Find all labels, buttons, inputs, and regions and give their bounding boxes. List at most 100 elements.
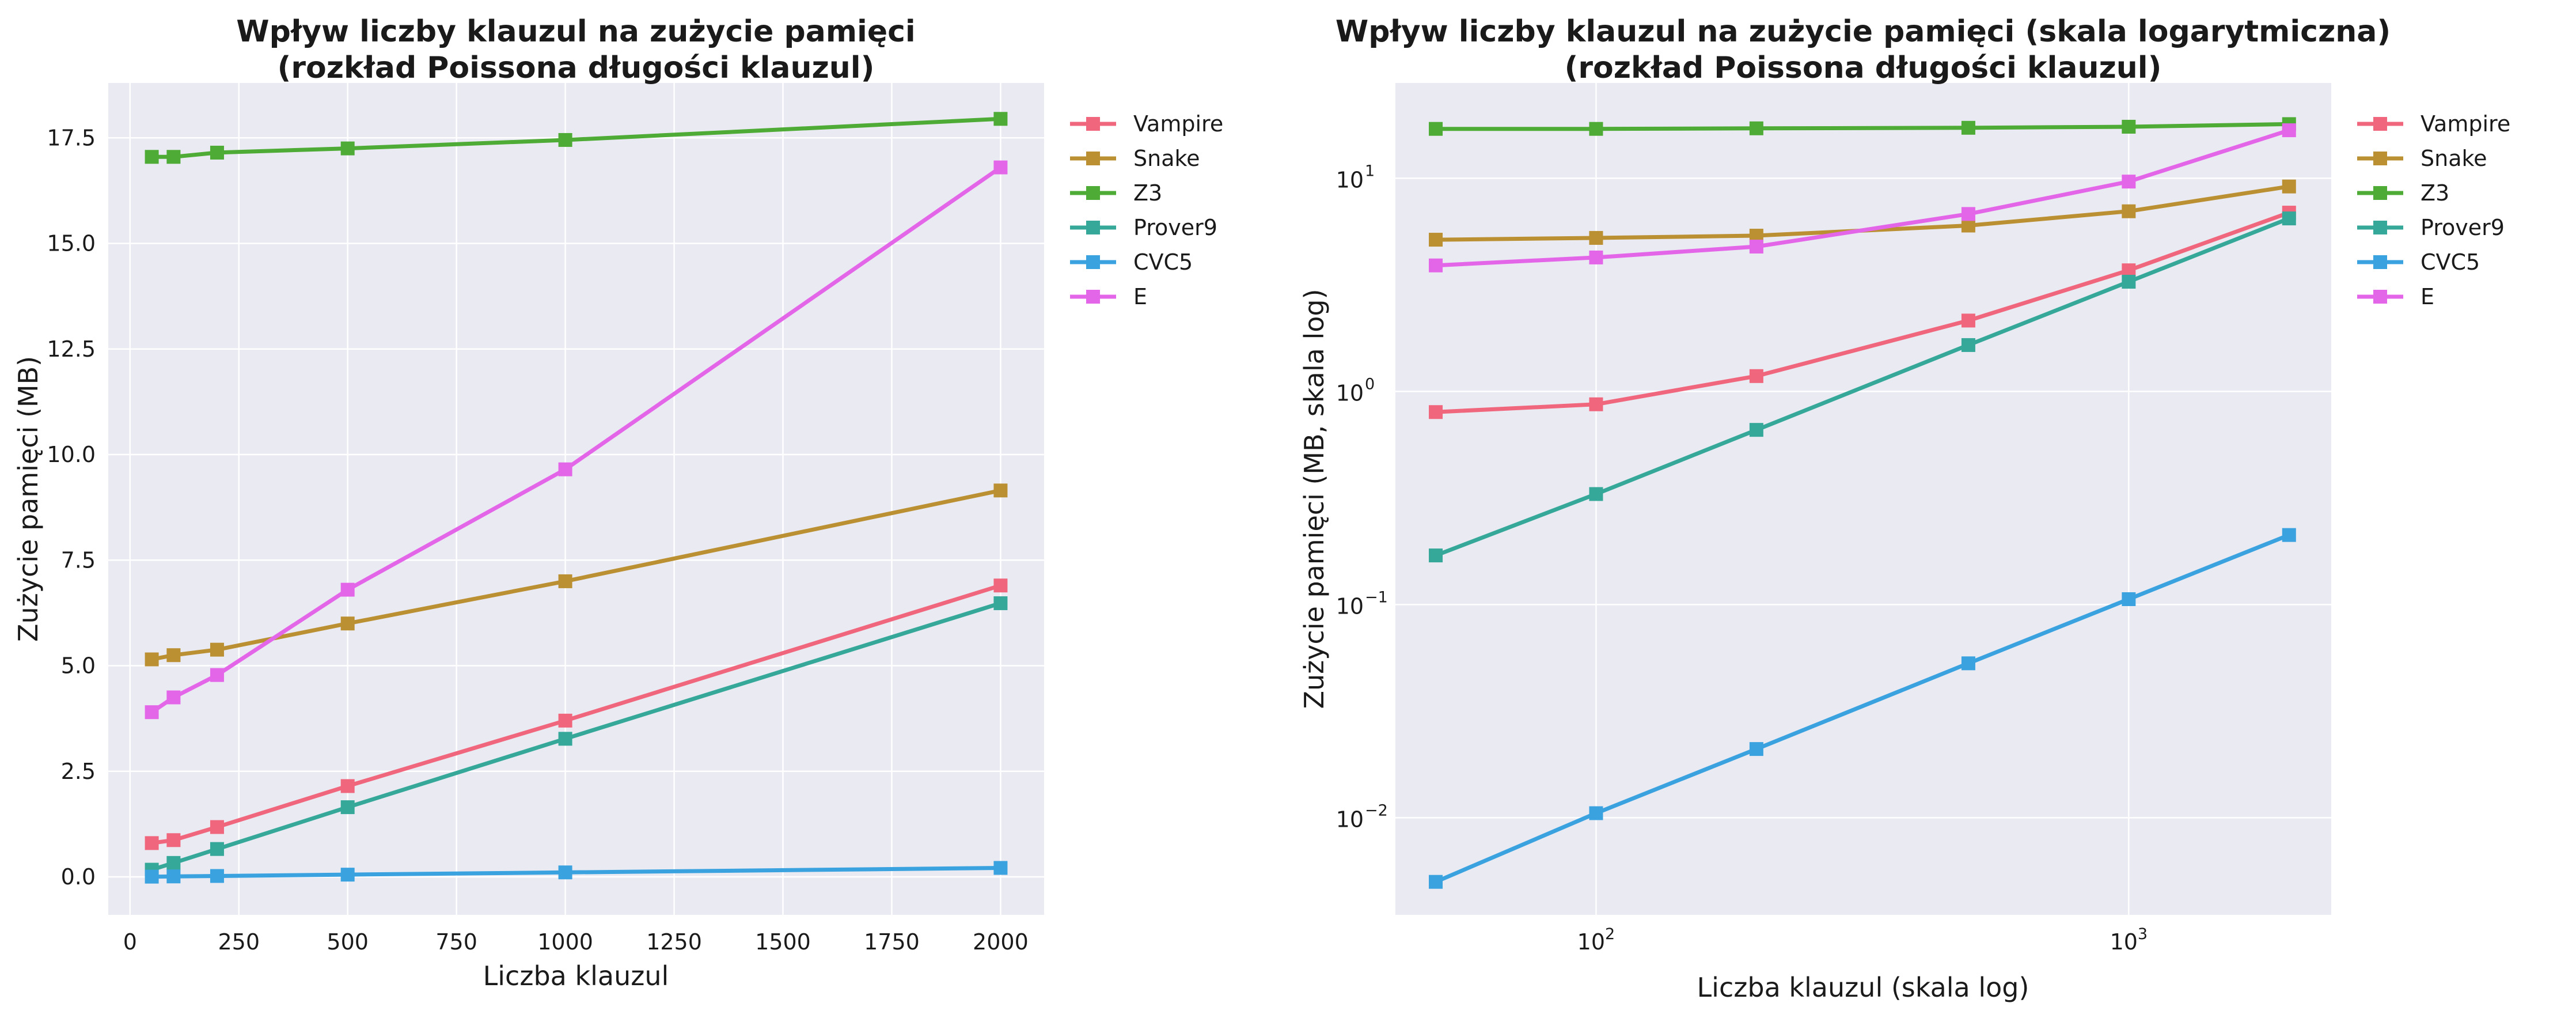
data-point-snake — [210, 642, 224, 657]
data-point-cvc5 — [993, 861, 1008, 875]
x-tick-label: 1750 — [864, 929, 920, 955]
grid-log — [1395, 83, 2331, 915]
legend-log: Vampire Snake Z3 Prover9 CVC5 E — [2357, 111, 2510, 309]
x-tick-label: 1500 — [755, 929, 811, 955]
data-point-cvc5 — [1961, 656, 1975, 671]
y-tick-label: 10 — [1336, 807, 1364, 832]
x-tick-label: 750 — [435, 929, 477, 955]
data-point-e — [2282, 123, 2296, 138]
legend-label-prover9: Prover9 — [2421, 215, 2505, 240]
data-point-vampire — [145, 836, 159, 850]
y-tick-label: 10 — [1336, 593, 1364, 619]
data-point-prover9 — [1749, 423, 1763, 437]
data-point-vampire — [1749, 369, 1763, 383]
data-point-z3 — [1589, 122, 1603, 136]
y-tick-label: 0.0 — [61, 864, 96, 890]
data-point-z3 — [1961, 120, 1975, 135]
series-lines-linear — [145, 112, 1008, 884]
data-point-z3 — [1749, 121, 1763, 135]
grid-linear — [108, 83, 1044, 915]
series-line-e — [1433, 128, 2292, 268]
data-point-prover9 — [166, 856, 181, 870]
data-point-z3 — [993, 112, 1008, 126]
series-line-prover9 — [1433, 216, 2292, 558]
data-point-cvc5 — [2122, 592, 2136, 606]
chart-title-log: Wpływ liczby klauzul na zużycie pamięci … — [1336, 14, 2391, 49]
y-tick-label: 15.0 — [47, 231, 96, 256]
data-point-cvc5 — [1429, 875, 1443, 889]
y-tick-label: 10 — [1336, 380, 1364, 406]
series-line-vampire — [1433, 210, 2292, 414]
data-point-snake — [558, 574, 572, 588]
chart-subtitle-log: (rozkład Poissona długości klauzul) — [1565, 51, 2162, 85]
y-tick-exponent: −2 — [1365, 801, 1388, 819]
data-point-prover9 — [1589, 487, 1603, 501]
data-point-snake — [2122, 204, 2136, 218]
chart-linear: 0 250 500 750 1000 1250 1500 1750 2000 0.0 2.5 5.0… — [13, 14, 1223, 991]
y-tick-exponent: −1 — [1365, 588, 1388, 606]
data-point-e — [2122, 175, 2136, 189]
data-point-snake — [145, 652, 159, 667]
x-ticks-linear: 0 250 500 750 1000 1250 1500 1750 2000 — [123, 929, 1029, 955]
data-point-snake — [340, 616, 355, 631]
plot-area-linear — [108, 83, 1044, 915]
legend-swatch-marker — [2373, 152, 2387, 165]
legend-label-e: E — [2421, 284, 2434, 309]
data-point-e — [1589, 250, 1603, 264]
data-point-cvc5 — [1589, 806, 1603, 820]
legend-swatch-marker — [1086, 152, 1100, 165]
data-point-z3 — [2122, 119, 2136, 134]
data-point-vampire — [558, 713, 572, 728]
legend-label-prover9: Prover9 — [1133, 215, 1217, 240]
data-point-snake — [1429, 233, 1443, 247]
chart-subtitle-linear: (rozkład Poissona długości klauzul) — [278, 51, 875, 85]
y-tick-label: 7.5 — [61, 547, 96, 573]
data-point-z3 — [166, 150, 181, 164]
data-point-cvc5 — [1749, 742, 1763, 756]
y-tick-label: 10.0 — [47, 442, 96, 467]
data-point-e — [145, 705, 159, 720]
data-point-cvc5 — [210, 869, 224, 883]
data-point-vampire — [1429, 405, 1443, 419]
data-point-vampire — [210, 820, 224, 834]
data-point-e — [1429, 258, 1443, 273]
data-point-prover9 — [993, 596, 1008, 611]
data-point-vampire — [1961, 313, 1975, 328]
series-line-z3 — [1433, 122, 2292, 131]
y-tick-label: 12.5 — [47, 336, 96, 362]
data-point-e — [1749, 240, 1763, 254]
data-point-prover9 — [210, 842, 224, 856]
data-point-cvc5 — [558, 865, 572, 880]
data-point-e — [993, 160, 1008, 175]
plot-area-log — [1395, 83, 2331, 915]
data-point-prover9 — [1429, 548, 1443, 563]
data-point-z3 — [145, 150, 159, 164]
y-tick-exponent: 1 — [1365, 162, 1375, 180]
x-tick-label: 102 — [1577, 925, 1615, 955]
x-tick-label: 500 — [327, 929, 369, 955]
data-point-e — [340, 582, 355, 597]
legend-label-z3: Z3 — [1133, 180, 1162, 206]
legend-label-snake: Snake — [2421, 146, 2487, 171]
legend-label-vampire: Vampire — [1133, 111, 1223, 137]
data-point-prover9 — [340, 800, 355, 815]
y-axis-label-log: Zużycie pamięci (MB, skala log) — [1299, 289, 1330, 709]
y-tick-label: 10 — [1336, 167, 1364, 192]
data-point-prover9 — [2282, 211, 2296, 226]
x-axis-label-linear: Liczba klauzul — [483, 960, 669, 991]
data-point-z3 — [210, 145, 224, 160]
legend-label-cvc5: CVC5 — [2421, 249, 2480, 275]
data-point-vampire — [340, 779, 355, 793]
data-point-e — [1961, 207, 1975, 221]
legend-swatch-marker — [1086, 117, 1100, 131]
x-tick-label: 250 — [218, 929, 260, 955]
data-point-e — [166, 690, 181, 705]
y-tick-label: 5.0 — [61, 653, 96, 679]
x-ticks-log: 102 103 — [1577, 925, 2148, 955]
y-axis-label-linear: Zużycie pamięci (MB) — [13, 356, 44, 642]
y-ticks-linear: 0.0 2.5 5.0 7.5 10.0 12.5 15.0 17.5 — [47, 125, 96, 890]
data-point-snake — [1961, 218, 1975, 233]
data-point-vampire — [166, 833, 181, 847]
